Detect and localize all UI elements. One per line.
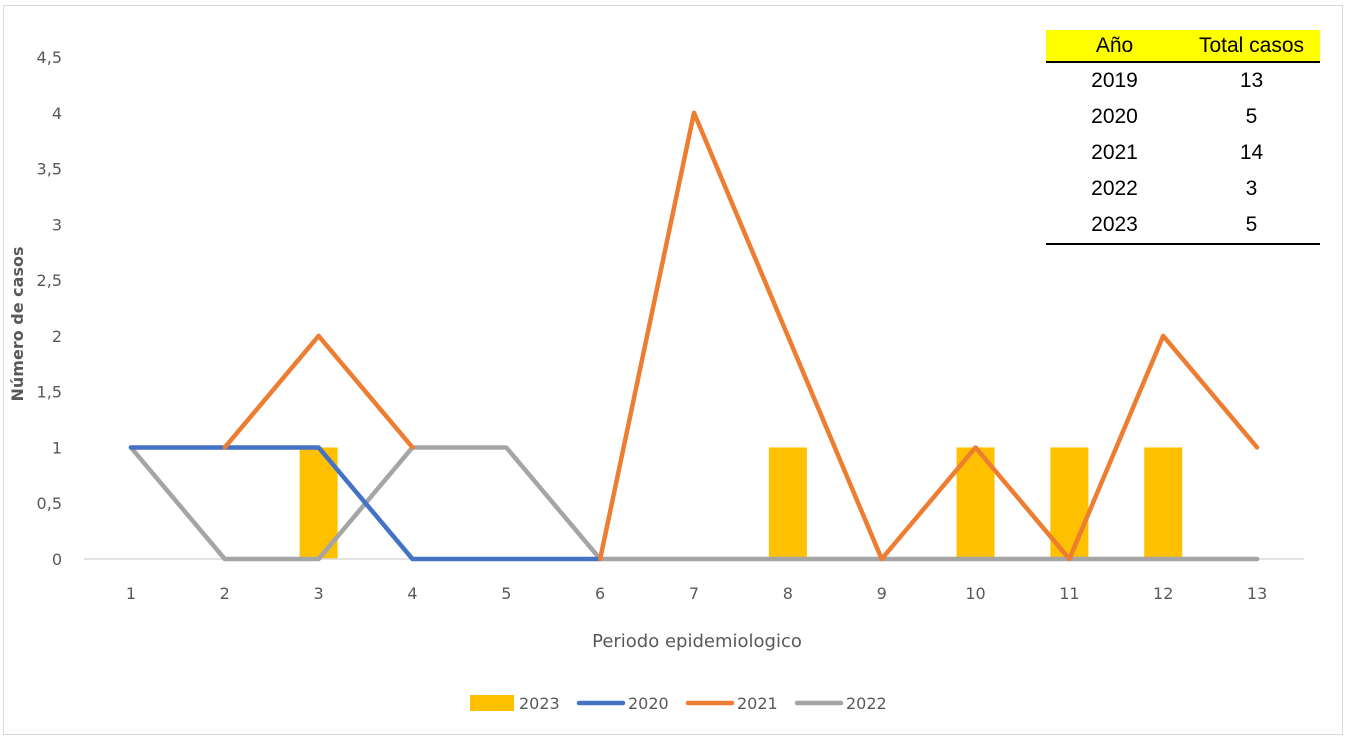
x-tick-label: 10: [965, 584, 985, 603]
year-cell: 2019: [1091, 69, 1138, 92]
x-tick-label: 3: [314, 584, 324, 603]
y-axis-ticks: 0 0,5 1 1,5 2 2,5 3 3,5 4 4,5: [37, 48, 62, 569]
legend-label-2023: 2023: [519, 694, 560, 713]
table-row: 2019 13: [1046, 62, 1320, 99]
y-tick-label: 2: [52, 327, 62, 346]
header-total-casos: Total casos: [1183, 30, 1320, 63]
y-tick-label: 3: [52, 215, 62, 234]
y-tick-label: 1,5: [37, 383, 62, 402]
y-tick-label: 4,5: [37, 48, 62, 67]
line-series: [128, 110, 1260, 562]
summary-table-header-row: Año Total casos: [1046, 30, 1320, 63]
bar-2023-period-11: [1050, 447, 1089, 559]
x-tick-label: 13: [1247, 584, 1267, 603]
legend-label-2020: 2020: [628, 694, 669, 713]
total-cell: 3: [1245, 177, 1258, 200]
legend-label-2022: 2022: [846, 694, 887, 713]
x-tick-label: 12: [1153, 584, 1173, 603]
x-tick-label: 4: [407, 584, 417, 603]
bar-2023-period-10: [956, 447, 995, 559]
x-tick-label: 11: [1059, 584, 1079, 603]
y-tick-label: 3,5: [37, 160, 62, 179]
year-cell: 2023: [1046, 207, 1183, 245]
bar-2023-period-12: [1144, 447, 1183, 559]
bar-2023-period-3: [299, 447, 338, 559]
total-cell: 5: [1183, 207, 1320, 245]
year-cell: 2022: [1091, 177, 1138, 200]
total-cell: 13: [1239, 69, 1264, 92]
chart-frame: 0 0,5 1 1,5 2 2,5 3 3,5 4 4,5 1 2 3 4 5 6 7 8 9 10 11 12 13 P…: [3, 5, 1343, 735]
line-2020: [128, 445, 603, 562]
bar-2023-period-8: [768, 447, 807, 559]
x-tick-label: 1: [126, 584, 136, 603]
x-tick-label: 8: [783, 584, 793, 603]
table-row: 2023 5: [1046, 207, 1320, 245]
table-row: 2021 14: [1046, 135, 1320, 171]
x-tick-label: 9: [877, 584, 887, 603]
table-row: 2022 3: [1046, 171, 1320, 207]
total-cell: 5: [1245, 105, 1258, 128]
y-tick-label: 2,5: [37, 271, 62, 290]
y-tick-label: 4: [52, 104, 62, 123]
x-tick-label: 5: [501, 584, 511, 603]
x-tick-label: 6: [595, 584, 605, 603]
x-axis-title: Periodo epidemiologico: [592, 631, 802, 652]
table-row: 2020 5: [1046, 99, 1320, 135]
x-tick-label: 7: [689, 584, 699, 603]
x-axis-ticks: 1 2 3 4 5 6 7 8 9 10 11 12 13: [126, 584, 1267, 603]
bar-series-2023: [299, 447, 1183, 559]
x-tick-label: 2: [220, 584, 230, 603]
year-cell: 2021: [1091, 141, 1138, 164]
summary-table: Año Total casos 2019 13 2020 5 2021 14 2…: [1046, 30, 1320, 245]
line-2021: [222, 333, 415, 450]
total-cell: 14: [1239, 141, 1264, 164]
legend-label-2021: 2021: [737, 694, 778, 713]
header-year: Año: [1046, 30, 1183, 63]
y-tick-label: 0,5: [37, 494, 62, 513]
legend-swatch-2023: [470, 695, 514, 711]
y-tick-label: 0: [52, 550, 62, 569]
year-cell: 2020: [1091, 105, 1138, 128]
chart: 00,511,522,533,544,5 1 2 3 4 5 6 7 8 9 10 11 12 13 P…: [8, 48, 1304, 713]
y-axis-title: Número de casos: [8, 247, 27, 402]
y-tick-label: 1: [52, 438, 62, 457]
legend: 2023 2020 2021 2022: [470, 694, 887, 713]
line-2021: [597, 110, 1260, 562]
